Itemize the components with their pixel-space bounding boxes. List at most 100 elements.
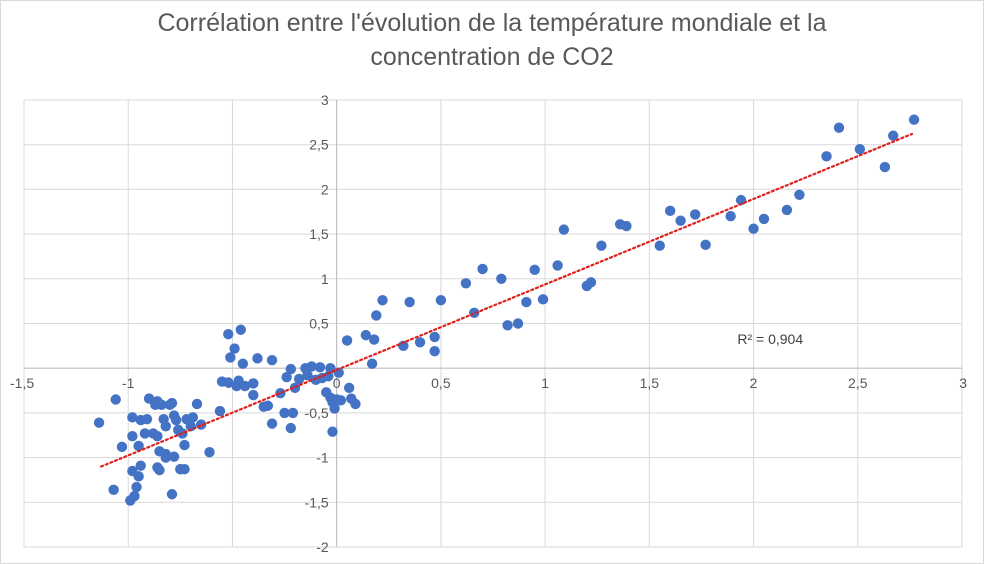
x-tick-labels: -1,5-1-0,500,511,522,53 xyxy=(10,375,967,391)
data-point xyxy=(293,373,305,385)
data-point xyxy=(108,484,119,495)
data-point xyxy=(168,451,180,462)
y-tick-label: -0,5 xyxy=(305,405,329,421)
data-point xyxy=(502,320,513,331)
data-point xyxy=(537,294,549,305)
y-tick-label: 0,5 xyxy=(309,316,329,332)
r-squared-label: R² = 0,904 xyxy=(737,331,803,347)
data-point xyxy=(127,412,138,423)
data-point xyxy=(341,335,353,346)
data-point xyxy=(127,430,138,442)
data-point xyxy=(329,403,340,414)
data-point xyxy=(758,213,770,225)
x-tick-label: 2,5 xyxy=(848,375,868,391)
y-tick-label: -1,5 xyxy=(305,494,329,510)
x-tick-label: 3 xyxy=(959,375,967,391)
data-point xyxy=(223,329,234,340)
data-point xyxy=(135,460,146,471)
data-point xyxy=(239,380,251,392)
x-tick-label: 1 xyxy=(541,375,549,391)
data-point xyxy=(748,223,759,234)
data-point xyxy=(366,358,378,369)
data-point xyxy=(833,122,845,133)
data-point xyxy=(675,215,686,226)
data-point xyxy=(302,370,313,381)
data-point xyxy=(187,412,199,423)
y-tick-label: -2 xyxy=(316,539,329,555)
trendline xyxy=(100,132,914,468)
data-point xyxy=(116,441,128,453)
x-tick-label: 2 xyxy=(750,375,758,391)
data-point xyxy=(237,358,249,369)
data-point xyxy=(285,422,297,434)
data-point xyxy=(377,295,388,306)
data-point xyxy=(156,399,167,411)
data-point xyxy=(414,337,426,348)
data-points xyxy=(93,114,920,506)
data-point xyxy=(654,240,665,251)
y-tick-label: 3 xyxy=(321,92,329,108)
data-point xyxy=(223,377,234,388)
data-point xyxy=(368,334,380,345)
data-point xyxy=(460,278,472,289)
data-point xyxy=(248,389,259,401)
data-point xyxy=(343,382,355,394)
data-point xyxy=(266,418,278,429)
data-point xyxy=(552,260,563,271)
data-point xyxy=(179,439,190,451)
data-point xyxy=(794,189,805,200)
x-tick-label: 1,5 xyxy=(640,375,660,391)
data-point xyxy=(596,240,607,251)
chart-title-line-1: Corrélation entre l'évolution de la temp… xyxy=(157,9,827,37)
data-point xyxy=(350,398,361,410)
data-point xyxy=(248,378,259,389)
data-point xyxy=(235,324,246,335)
data-point xyxy=(285,363,297,375)
data-point xyxy=(725,211,736,222)
data-point xyxy=(166,397,178,409)
data-point xyxy=(281,371,292,383)
chart-title-line-2: concentration de CO2 xyxy=(370,43,614,71)
data-point xyxy=(781,204,793,216)
gridlines xyxy=(23,99,963,548)
trendline-group: R² = 0,904 xyxy=(100,132,914,468)
data-point xyxy=(821,151,832,162)
data-point xyxy=(700,239,711,251)
data-point xyxy=(854,143,866,155)
data-point xyxy=(512,318,524,329)
data-point xyxy=(160,452,171,463)
data-point xyxy=(908,114,920,125)
data-point xyxy=(110,394,121,405)
data-point xyxy=(225,352,236,363)
data-point xyxy=(154,464,165,476)
y-tick-label: -1 xyxy=(316,450,329,466)
data-point xyxy=(429,331,440,343)
data-point xyxy=(166,489,178,500)
data-point xyxy=(127,465,138,477)
data-point xyxy=(496,273,507,284)
data-point xyxy=(621,220,632,232)
data-point xyxy=(129,490,140,502)
data-point xyxy=(131,481,142,493)
y-tick-label: 1,5 xyxy=(309,226,329,242)
data-point xyxy=(179,464,190,475)
data-point xyxy=(664,205,676,217)
data-point xyxy=(139,428,151,439)
data-point xyxy=(279,407,290,419)
data-point xyxy=(287,407,299,419)
x-tick-label: 0,5 xyxy=(431,375,451,391)
data-point xyxy=(360,329,372,341)
data-point xyxy=(275,388,286,399)
chart-title: Corrélation entre l'évolution de la temp… xyxy=(0,6,984,74)
data-point xyxy=(558,224,570,235)
y-tick-labels: -2 -1,5 -1 -0,5 0,5 1 1,5 2 2,5 3 xyxy=(305,92,329,555)
data-point xyxy=(879,161,891,173)
data-point xyxy=(371,310,382,321)
data-point xyxy=(529,264,540,276)
x-tick-label: 0 xyxy=(333,375,341,391)
y-tick-label: 1 xyxy=(321,271,329,287)
data-point xyxy=(314,362,326,373)
data-point xyxy=(204,447,215,458)
data-point xyxy=(435,295,447,306)
